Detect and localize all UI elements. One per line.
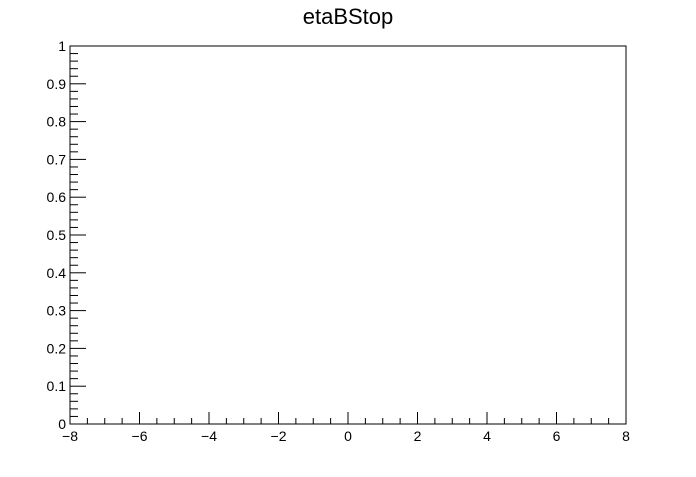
y-tick-label: 0.6: [47, 189, 67, 205]
x-tick-label: 6: [553, 428, 561, 444]
y-tick-label: 0.5: [47, 227, 67, 243]
y-tick-label: 0: [58, 416, 66, 432]
y-tick-label: 0.4: [47, 265, 67, 281]
x-tick-label: 4: [483, 428, 491, 444]
y-tick-label: 0.8: [47, 114, 67, 130]
x-axis: −8 −6 −4 −2 0 2 4 6 8: [62, 412, 630, 444]
x-tick-label: −2: [271, 428, 287, 444]
plot-frame: [69, 45, 627, 425]
y-tick-label: 1: [58, 38, 66, 54]
x-tick-label: 8: [622, 428, 630, 444]
x-tick-label: 0: [344, 428, 352, 444]
x-tick-label: 2: [414, 428, 422, 444]
y-tick-label: 0.1: [47, 378, 67, 394]
y-axis: 0 0.1 0.2 0.3 0.4 0.5 0.6 0.7 0.8 0.9 1: [47, 38, 86, 432]
y-tick-label: 0.7: [47, 151, 67, 167]
chart-title: etaBStop: [303, 4, 394, 29]
x-tick-label: −4: [201, 428, 217, 444]
y-tick-label: 0.2: [47, 340, 67, 356]
x-tick-label: −6: [132, 428, 148, 444]
x-tick-label: −8: [62, 428, 78, 444]
y-tick-label: 0.3: [47, 303, 67, 319]
y-tick-label: 0.9: [47, 76, 67, 92]
